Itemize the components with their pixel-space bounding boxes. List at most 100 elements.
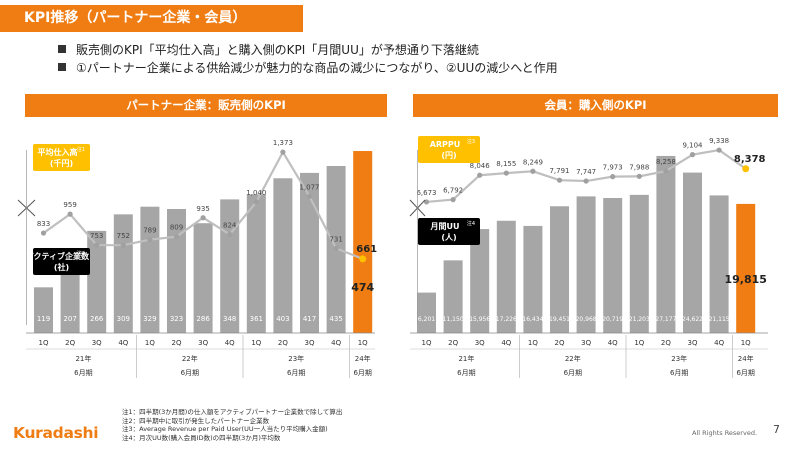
x-tick-label: 3Q — [92, 339, 102, 347]
footnote: 注4：月次UU数(購入会員ID数)の四半期(3か月)平均数 — [122, 433, 281, 442]
bar — [246, 194, 266, 333]
line-value-label: 1,373 — [273, 139, 293, 147]
bar — [523, 225, 543, 333]
line-value-label: 8,378 — [734, 154, 766, 165]
copyright: All Rights Reserved. — [692, 429, 758, 437]
bar-value-label: 266 — [90, 315, 104, 323]
line-point — [583, 178, 589, 184]
line-point — [450, 197, 456, 203]
x-tick-label: 2Q — [555, 339, 565, 347]
line-value-label: 8,249 — [523, 158, 543, 166]
line-value-label: 661 — [356, 244, 377, 255]
x-tick-label: 1Q — [528, 339, 538, 347]
bar-value-label: 16,434 — [522, 316, 543, 323]
x-tick-label: 4Q — [714, 339, 724, 347]
bar — [220, 199, 240, 333]
legend-box — [418, 218, 480, 245]
bar — [300, 172, 319, 333]
bar-value-label: 19,815 — [724, 273, 766, 286]
bar — [193, 223, 213, 333]
line-value-label: 7,791 — [549, 167, 569, 175]
x-tick-label: 1Q — [634, 339, 644, 347]
x-tick-label: 4Q — [608, 339, 618, 347]
x-tick-label: 4Q — [225, 339, 235, 347]
bullet-text: ①パートナー企業による供給減少が魅力的な商品の減少につながり、②UUの減少へと作… — [76, 61, 558, 75]
legend-unit: (人) — [441, 232, 456, 242]
bar-value-label: 21,203 — [629, 316, 650, 323]
bar-value-label: 309 — [117, 315, 130, 323]
line-value-label: 731 — [329, 235, 342, 243]
slide-title: KPI推移（パートナー企業・会員） — [0, 5, 303, 32]
bar — [273, 178, 293, 333]
bar — [443, 260, 463, 333]
bar — [87, 230, 107, 333]
fiscal-year-label: 22年 — [182, 354, 198, 363]
fiscal-period-label: 6月期 — [736, 369, 754, 377]
square-bullet-icon — [58, 45, 66, 53]
bar — [603, 198, 623, 333]
line-point — [120, 242, 126, 248]
legend-label: 月間UU — [430, 222, 460, 231]
line-point — [742, 165, 750, 173]
fiscal-period-label: 6月期 — [670, 369, 688, 377]
x-tick-label: 1Q — [39, 339, 49, 347]
x-tick-label: 2Q — [278, 339, 288, 347]
legend-box — [33, 248, 90, 275]
bar-value-label: 17,226 — [496, 316, 517, 323]
line-value-label: 7,988 — [629, 163, 649, 171]
bar — [470, 229, 490, 333]
line-point — [227, 231, 233, 237]
fiscal-year-label: 24年 — [738, 354, 754, 363]
line-value-label: 959 — [63, 201, 76, 209]
bar-value-label: 474 — [351, 281, 374, 294]
bar-value-label: 24,622 — [682, 316, 703, 323]
bar-value-label: 21,115 — [709, 316, 730, 323]
line-point — [477, 172, 483, 178]
line-value-label: 9,338 — [709, 137, 729, 145]
legend-unit: (社) — [54, 262, 69, 272]
fiscal-period-label: 6月期 — [564, 369, 582, 377]
x-tick-label: 2Q — [661, 339, 671, 347]
line-point — [503, 170, 509, 176]
line-point — [423, 199, 430, 205]
line-value-label: 789 — [143, 227, 156, 235]
line-value-label: 8,258 — [656, 158, 676, 166]
line-value-label: 8,046 — [470, 162, 491, 170]
bar — [34, 287, 53, 333]
line-point — [359, 255, 367, 263]
line-point — [94, 242, 100, 248]
x-tick-label: 2Q — [448, 339, 458, 347]
legend-note: 注2 — [77, 250, 85, 257]
fiscal-period-label: 6月期 — [287, 369, 305, 377]
bar-value-label: 20,719 — [602, 316, 623, 323]
footnote: 注2：四半期中に取引が発生したパートナー企業数 — [122, 416, 270, 425]
line-point — [253, 199, 259, 205]
x-tick-label: 3Q — [581, 339, 591, 347]
bullet-list: 販売側のKPI「平均仕入高」と購入側のKPI「月間UU」が予想通り下落継続 ①パ… — [58, 41, 558, 77]
x-tick-label: 1Q — [251, 339, 261, 347]
legend-unit: (円) — [441, 151, 456, 160]
footnotes: 注1：四半期(3か月間)の仕入額をアクティブパートナー企業数で除して算出 注2：… — [122, 408, 342, 442]
bar — [709, 195, 729, 333]
bar — [736, 203, 756, 333]
x-tick-label: 1Q — [422, 339, 432, 347]
bar-value-label: 403 — [276, 315, 289, 323]
bar — [353, 151, 373, 333]
bar-value-label: 6,201 — [418, 316, 435, 323]
bar — [496, 220, 516, 333]
line-point — [173, 234, 180, 240]
bar-value-label: 361 — [250, 315, 263, 323]
line-point — [40, 230, 47, 236]
line-value-label: 1,077 — [299, 183, 319, 191]
line-value-label: 1,040 — [246, 189, 266, 197]
line-point — [280, 149, 286, 155]
legend-note: 注4 — [467, 220, 475, 227]
bar-value-label: 286 — [196, 315, 210, 323]
legend-box — [33, 144, 90, 171]
bar — [417, 292, 436, 333]
legend-label: アクティブ企業数 — [26, 251, 90, 261]
line-value-label: 935 — [196, 205, 209, 213]
line-point — [716, 147, 722, 153]
bar-value-label: 27,177 — [655, 316, 676, 323]
